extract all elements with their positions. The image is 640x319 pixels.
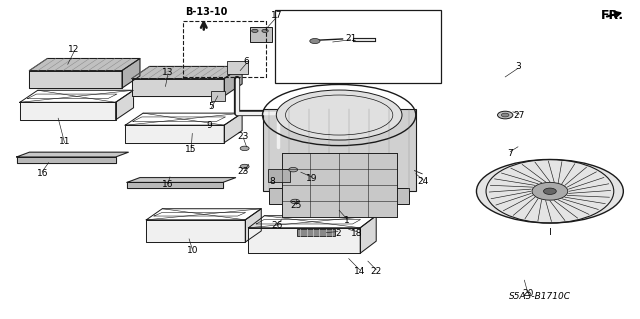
Text: S5A3-B1710C: S5A3-B1710C	[509, 292, 572, 300]
Text: 16: 16	[36, 169, 48, 178]
Bar	[211, 91, 225, 101]
Text: 7: 7	[508, 149, 513, 158]
Polygon shape	[116, 90, 134, 120]
Bar	[250, 27, 272, 42]
Text: FR.: FR.	[601, 10, 624, 22]
Bar	[282, 153, 397, 217]
Circle shape	[543, 188, 556, 195]
Text: 12: 12	[68, 45, 80, 55]
Polygon shape	[29, 58, 140, 70]
Polygon shape	[360, 216, 376, 253]
Circle shape	[291, 199, 300, 204]
Circle shape	[310, 39, 320, 44]
Text: 5: 5	[209, 102, 214, 111]
Text: 20: 20	[522, 289, 533, 298]
Text: 16: 16	[163, 181, 174, 189]
Circle shape	[289, 167, 298, 172]
Text: 11: 11	[59, 137, 70, 145]
Text: 23: 23	[237, 167, 249, 176]
Text: 25: 25	[290, 201, 301, 210]
Text: 10: 10	[186, 247, 198, 256]
Text: 21: 21	[345, 34, 356, 43]
Text: 3: 3	[515, 62, 521, 71]
Bar	[275, 10, 442, 83]
Circle shape	[262, 29, 268, 33]
Circle shape	[532, 182, 568, 200]
Text: 17: 17	[271, 11, 282, 20]
Text: 22: 22	[371, 267, 382, 276]
Bar	[262, 109, 416, 191]
Text: 6: 6	[244, 57, 250, 66]
Polygon shape	[17, 157, 116, 163]
Text: 19: 19	[306, 174, 317, 183]
Polygon shape	[17, 152, 129, 157]
Polygon shape	[132, 66, 242, 78]
Circle shape	[501, 113, 509, 117]
Text: B-13-10: B-13-10	[185, 7, 227, 17]
Text: 23: 23	[237, 132, 249, 141]
Polygon shape	[147, 220, 245, 242]
Circle shape	[497, 111, 513, 119]
Polygon shape	[29, 70, 122, 88]
Ellipse shape	[476, 160, 623, 223]
Circle shape	[240, 146, 249, 151]
Text: 27: 27	[513, 111, 525, 120]
Polygon shape	[20, 102, 116, 120]
Text: 2: 2	[335, 229, 340, 238]
Bar	[297, 229, 335, 236]
FancyArrowPatch shape	[316, 39, 343, 40]
Polygon shape	[125, 125, 224, 143]
Ellipse shape	[276, 90, 402, 140]
Polygon shape	[245, 209, 261, 242]
Text: 1: 1	[344, 216, 349, 225]
Text: 13: 13	[163, 68, 174, 77]
Text: 24: 24	[418, 177, 429, 186]
Text: 8: 8	[269, 177, 275, 186]
Text: 15: 15	[185, 145, 196, 154]
Text: 18: 18	[351, 229, 363, 238]
Polygon shape	[132, 78, 224, 96]
Text: 14: 14	[354, 267, 365, 276]
Bar	[268, 169, 290, 182]
Text: 9: 9	[206, 121, 212, 130]
Polygon shape	[224, 66, 242, 96]
Text: 26: 26	[271, 221, 282, 230]
Circle shape	[240, 164, 249, 169]
Circle shape	[252, 29, 258, 33]
Polygon shape	[122, 58, 140, 88]
Bar	[227, 61, 248, 74]
Bar	[269, 188, 410, 204]
Bar	[182, 21, 266, 77]
Polygon shape	[224, 113, 242, 143]
Polygon shape	[127, 178, 236, 182]
Polygon shape	[248, 228, 360, 253]
Polygon shape	[127, 182, 223, 188]
